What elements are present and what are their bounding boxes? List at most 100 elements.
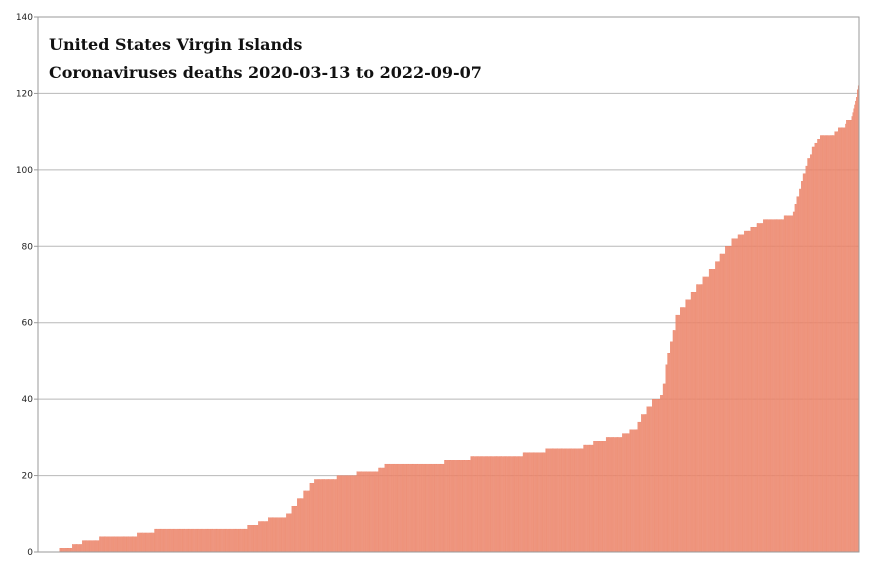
bar — [410, 463, 412, 553]
bar — [301, 498, 303, 553]
bar — [256, 525, 258, 553]
bar — [698, 284, 700, 553]
bar — [261, 521, 263, 553]
bar — [192, 528, 194, 553]
bar — [830, 135, 832, 553]
bar — [251, 525, 253, 553]
bar — [135, 536, 137, 553]
bar — [366, 471, 368, 553]
bar — [478, 456, 480, 553]
y-tick-label: 120 — [16, 89, 33, 99]
bar — [738, 234, 740, 553]
bar — [216, 528, 218, 553]
bar — [229, 528, 231, 553]
bar — [327, 479, 329, 553]
bar — [431, 463, 433, 553]
bar — [154, 528, 156, 553]
bar — [485, 456, 487, 553]
bar — [723, 253, 725, 553]
bar — [809, 158, 811, 553]
bar — [620, 437, 622, 553]
bar — [652, 398, 654, 553]
bar — [418, 463, 419, 553]
bar — [554, 448, 556, 553]
bar — [714, 269, 716, 553]
bar — [203, 528, 204, 553]
bar — [628, 433, 630, 553]
bar — [686, 299, 688, 553]
bar — [846, 120, 848, 553]
bar — [660, 395, 661, 553]
bar — [619, 437, 621, 553]
bar — [606, 437, 608, 553]
bar — [822, 135, 824, 553]
bar — [783, 215, 785, 553]
bar — [489, 456, 491, 553]
bar — [136, 536, 138, 553]
bar — [627, 433, 629, 553]
bar — [316, 479, 318, 553]
bar — [213, 528, 214, 553]
bar — [717, 261, 718, 553]
bar — [388, 463, 390, 553]
bar — [111, 536, 112, 553]
bar — [505, 456, 507, 553]
bar — [666, 364, 668, 553]
bar — [209, 528, 211, 553]
bar — [493, 456, 495, 553]
bar — [771, 219, 773, 553]
bar — [507, 456, 509, 553]
bar — [614, 437, 616, 553]
bar — [182, 528, 184, 553]
bar — [519, 456, 521, 553]
bar — [639, 421, 641, 553]
bar — [857, 89, 858, 553]
bar — [83, 540, 85, 553]
bar — [347, 475, 349, 553]
bar — [819, 139, 820, 553]
bar — [277, 517, 279, 553]
bar — [734, 238, 736, 553]
bar — [701, 284, 703, 553]
bar — [67, 548, 69, 553]
bar — [335, 479, 337, 553]
bar — [274, 517, 276, 553]
bar — [637, 421, 639, 553]
bar — [390, 463, 391, 553]
bar — [473, 456, 475, 553]
bar — [650, 406, 652, 553]
bar — [644, 414, 646, 553]
bar — [801, 181, 802, 553]
bar — [837, 131, 839, 553]
bar — [766, 219, 768, 553]
bar — [751, 227, 753, 553]
bar — [540, 452, 542, 553]
bar — [684, 307, 686, 553]
bar — [119, 536, 120, 553]
bar — [201, 528, 203, 553]
bar — [767, 219, 769, 553]
bar — [790, 215, 792, 553]
bar — [238, 528, 240, 553]
bar — [670, 341, 671, 553]
bar — [269, 517, 270, 553]
bar — [586, 444, 588, 553]
bar — [646, 406, 648, 553]
bar — [596, 441, 598, 553]
y-tick-label: 80 — [22, 242, 34, 252]
bar — [514, 456, 516, 553]
bar — [810, 154, 811, 553]
bar — [698, 284, 699, 553]
bar — [449, 460, 451, 553]
bar — [653, 398, 655, 553]
bar — [267, 521, 269, 553]
bar — [427, 463, 428, 553]
bar — [647, 406, 649, 553]
bar — [359, 471, 361, 553]
bar — [157, 528, 159, 553]
bar — [587, 444, 589, 553]
bar — [123, 536, 125, 553]
bar — [200, 528, 202, 553]
bar — [102, 536, 104, 553]
bar — [807, 158, 809, 553]
